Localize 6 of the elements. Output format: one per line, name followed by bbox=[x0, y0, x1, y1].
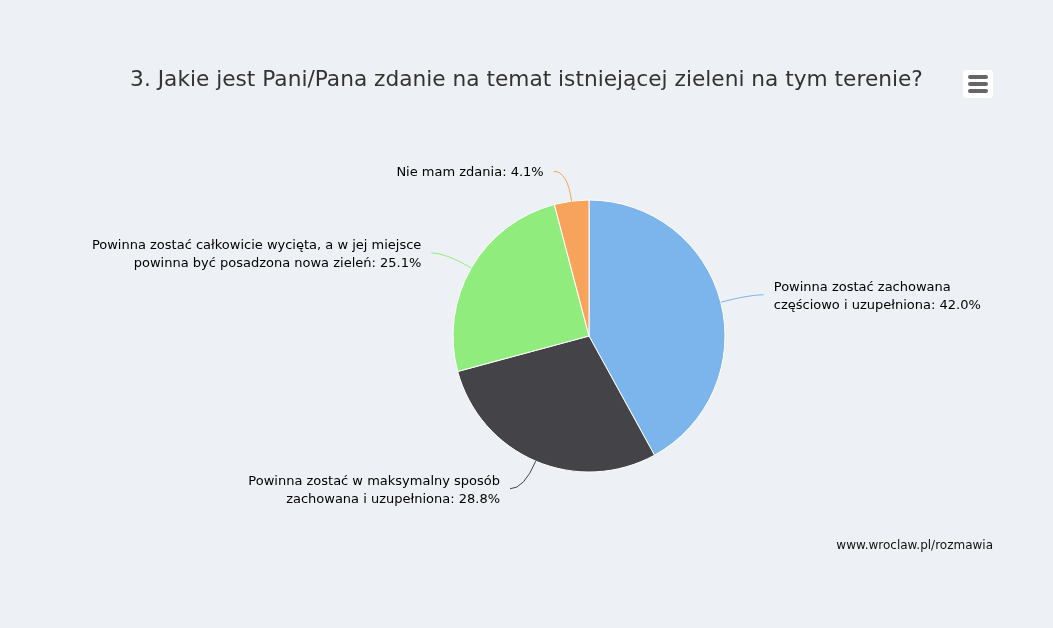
slice-label: Powinna zostać zachowana częściowo i uzupełniona: 42.0% bbox=[773, 278, 981, 312]
slice-label: Powinna zostać w maksymalny sposób zachowana i uzupełniona: 28.8% bbox=[248, 472, 501, 506]
chart-title: 3. Jakie jest Pani/Pana zdanie na temat istniejącej zieleni na tym terenie? bbox=[129, 66, 924, 91]
slice-label: Nie mam zdania: 4.1% bbox=[396, 163, 544, 179]
text: www.wroclaw.pl/rozmawia bbox=[836, 538, 993, 552]
slice-label: Powinna zostać całkowicie wycięta, a w jej miejsce powinna być posadzona nowa zieleń: 25.1% bbox=[91, 236, 422, 270]
